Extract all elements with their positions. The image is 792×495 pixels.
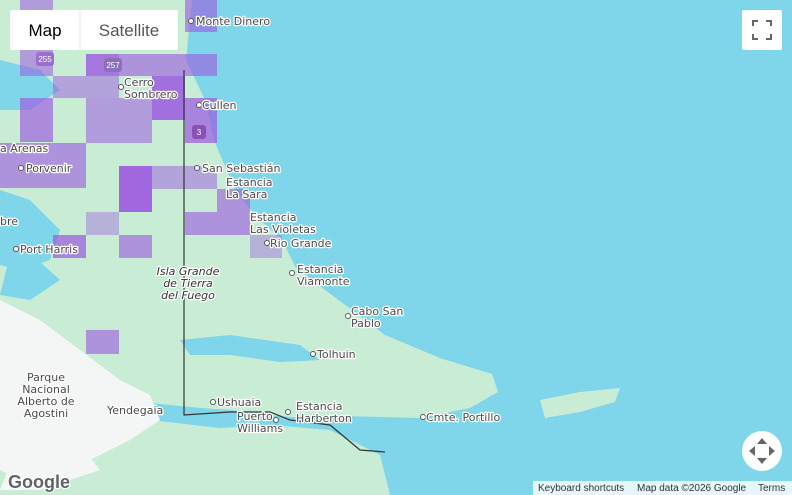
place-dot bbox=[118, 84, 124, 90]
place-dot bbox=[18, 165, 24, 171]
place-label: Tolhuin bbox=[316, 348, 356, 361]
place-dot bbox=[194, 165, 200, 171]
place-dot bbox=[210, 399, 216, 405]
map-button[interactable]: Map bbox=[28, 21, 61, 40]
place-label: Estancia bbox=[226, 176, 273, 189]
place-label: bre bbox=[0, 215, 18, 228]
island bbox=[540, 388, 620, 418]
place-dot bbox=[310, 351, 316, 357]
place-label: Porvenir bbox=[26, 162, 72, 175]
place-label: Agostini bbox=[24, 407, 68, 420]
attribution-bar bbox=[533, 481, 792, 495]
place-label: del Fuego bbox=[161, 289, 215, 302]
place-label: Port Harris bbox=[20, 243, 78, 256]
place-label: Pablo bbox=[351, 317, 381, 330]
place-dot bbox=[345, 313, 351, 319]
fullscreen-button[interactable] bbox=[742, 10, 782, 50]
water-channel bbox=[0, 60, 60, 300]
place-label: Sombrero bbox=[124, 88, 178, 101]
place-label: Cabo San bbox=[351, 305, 403, 318]
place-label: Cmte. Portillo bbox=[426, 411, 500, 424]
place-label: Estancia bbox=[297, 263, 344, 276]
place-dot bbox=[196, 102, 202, 108]
place-label: Isla Grande bbox=[157, 265, 220, 278]
camera-control[interactable] bbox=[742, 431, 782, 471]
place-label: Monte Dinero bbox=[196, 15, 270, 28]
place-label: Cerro bbox=[124, 76, 154, 89]
shield-label: 257 bbox=[106, 61, 120, 70]
place-label: Ushuaia bbox=[217, 396, 261, 409]
place-dot bbox=[264, 240, 270, 246]
road-shield bbox=[192, 125, 206, 139]
place-label: Viamonte bbox=[297, 275, 350, 288]
google-logo: Google bbox=[8, 472, 70, 492]
place-label: Nacional bbox=[22, 383, 70, 396]
satellite-button[interactable]: Satellite bbox=[99, 21, 159, 40]
road-shield bbox=[36, 52, 54, 66]
road-shield bbox=[104, 58, 122, 72]
place-dot bbox=[188, 18, 194, 24]
map-type-control[interactable]: Map Satellite bbox=[10, 10, 178, 50]
snow bbox=[0, 300, 160, 490]
place-dot bbox=[420, 414, 426, 420]
shield-label: 255 bbox=[38, 55, 52, 64]
place-label: a Arenas bbox=[0, 142, 49, 155]
terms-link[interactable]: Terms bbox=[758, 483, 785, 494]
map-data: Map data ©2026 Google bbox=[637, 483, 747, 494]
place-dot bbox=[273, 417, 279, 423]
place-label: Harberton bbox=[296, 412, 352, 425]
border bbox=[183, 70, 386, 453]
place-label: Parque bbox=[27, 371, 65, 384]
shield-label: 3 bbox=[197, 128, 202, 137]
place-label: La Sara bbox=[226, 188, 267, 201]
place-label: Williams bbox=[237, 422, 283, 435]
keyboard-shortcuts[interactable]: Keyboard shortcuts bbox=[538, 483, 624, 494]
place-label: Puerto bbox=[237, 410, 273, 423]
place-label: San Sebastián bbox=[202, 162, 281, 175]
place-label: Rio Grande bbox=[270, 237, 332, 250]
place-dot bbox=[13, 246, 19, 252]
place-label: de Tierra bbox=[163, 277, 213, 290]
place-label: Las Violetas bbox=[250, 223, 316, 236]
place-label: Alberto de bbox=[17, 395, 74, 408]
place-label: Estancia bbox=[296, 400, 343, 413]
place-label: Yendegaia bbox=[106, 404, 163, 417]
place-label: Cullen bbox=[202, 99, 237, 112]
place-dot bbox=[289, 270, 295, 276]
lake bbox=[180, 335, 320, 362]
place-label: Estancia bbox=[250, 211, 297, 224]
place-dot bbox=[285, 409, 291, 415]
